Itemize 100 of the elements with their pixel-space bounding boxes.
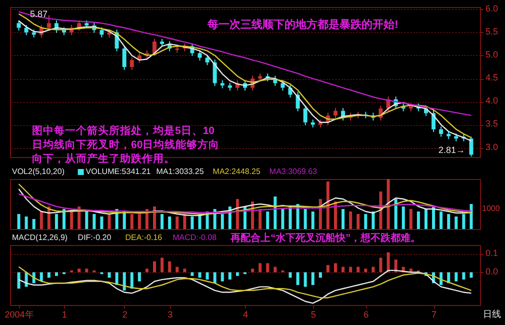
- bar: [108, 272, 111, 278]
- bar: [47, 272, 50, 278]
- bar: [145, 268, 148, 272]
- bar: [108, 214, 111, 229]
- annotation: 图中每一个箭头所指处，均是5日、10日均线向下死叉时，60日均线能够方向向下，从而产生了助跌作用。: [32, 124, 220, 165]
- x-tick-label: 1: [62, 310, 68, 320]
- bar: [372, 266, 375, 272]
- y-tick-label: 3.0: [486, 142, 498, 152]
- bar: [402, 206, 405, 229]
- bar: [394, 199, 398, 229]
- y-tick-label: 3.5: [486, 118, 498, 129]
- chart-title: VOL2(5,10,20): [12, 167, 65, 176]
- bar: [176, 216, 179, 229]
- bar: [258, 263, 262, 272]
- x-tick-label: 6: [364, 310, 369, 320]
- bar: [130, 272, 134, 289]
- candlestick: [432, 110, 436, 133]
- bar: [40, 212, 43, 229]
- bar: [138, 272, 141, 282]
- bar: [236, 272, 239, 276]
- bar: [304, 209, 307, 229]
- bar: [153, 261, 156, 272]
- bar: [130, 214, 134, 229]
- bar: [440, 212, 443, 229]
- annotation: 每一次三线顺下的地方都是暴跌的开始!: [206, 18, 398, 31]
- text: 再配合上“水下死叉沉船快”，想不跌都难。: [230, 232, 421, 244]
- bar: [386, 252, 390, 272]
- bar: [318, 272, 322, 278]
- text: MA2:2448.25: [212, 167, 261, 176]
- text: MA3:3069.63: [269, 167, 318, 176]
- bar: [40, 272, 43, 282]
- chart-title: MACD(12,26,9): [12, 233, 68, 242]
- bar: [62, 209, 66, 229]
- y-tick-label: 0.1: [486, 248, 498, 258]
- bar: [296, 272, 300, 285]
- bar: [379, 258, 382, 272]
- x-tick-label: 3: [168, 310, 173, 320]
- bar: [176, 266, 179, 272]
- bar: [138, 214, 141, 229]
- bar: [462, 214, 466, 229]
- bar: [349, 266, 352, 272]
- bar: [326, 265, 330, 272]
- bar: [24, 216, 28, 229]
- candlestick: [205, 54, 210, 66]
- bar: [220, 214, 224, 229]
- candlestick: [100, 26, 104, 38]
- bar: [183, 268, 186, 272]
- bar: [236, 199, 239, 229]
- bar: [78, 268, 81, 272]
- text: MACD:-0.08: [172, 233, 218, 242]
- candlestick: [439, 126, 444, 138]
- candlestick: [333, 108, 338, 119]
- bar: [54, 214, 58, 229]
- bar: [54, 272, 58, 276]
- line-series: [18, 270, 472, 304]
- bar: [342, 266, 345, 272]
- candlestick: [303, 105, 308, 126]
- bar: [198, 272, 202, 278]
- annotation: 2.81→: [438, 145, 465, 155]
- x-tick-label: 2004年: [4, 310, 34, 320]
- bar: [288, 206, 292, 229]
- bar: [160, 214, 164, 229]
- bar: [160, 258, 164, 272]
- x-tick-label: 7: [432, 310, 437, 320]
- bar: [424, 209, 428, 229]
- text: DEA:-0.16: [125, 233, 163, 242]
- bar: [228, 272, 232, 280]
- bar: [168, 216, 172, 229]
- y-tick-label: 5.0: [486, 49, 498, 60]
- x-tick-label: 2: [122, 310, 128, 320]
- y-tick-label: 5.5: [486, 26, 498, 36]
- bar: [168, 261, 172, 272]
- bar: [342, 209, 345, 229]
- bar: [266, 212, 270, 229]
- bar: [258, 209, 262, 229]
- candlestick: [130, 56, 134, 70]
- bar: [281, 209, 284, 229]
- y-tick-label: 4.0: [486, 96, 498, 106]
- bar: [364, 214, 368, 229]
- y-tick-label: 0.0: [486, 266, 498, 276]
- candlestick: [198, 50, 202, 62]
- bar: [92, 214, 96, 229]
- bar: [326, 182, 330, 229]
- candlestick: [152, 38, 157, 56]
- bar: [122, 272, 126, 290]
- bar: [296, 204, 300, 229]
- y-tick-label: 4.5: [486, 72, 498, 83]
- bar: [251, 268, 254, 272]
- bar: [356, 266, 360, 272]
- bar: [85, 268, 88, 272]
- bar: [432, 206, 436, 229]
- line-series: [18, 266, 472, 298]
- bar: [349, 212, 352, 229]
- bar: [454, 272, 458, 282]
- bar: [220, 272, 224, 282]
- bar: [462, 272, 466, 280]
- bar: [447, 214, 450, 229]
- bar: [17, 272, 20, 289]
- bar: [334, 263, 337, 272]
- line-series: [18, 11, 472, 116]
